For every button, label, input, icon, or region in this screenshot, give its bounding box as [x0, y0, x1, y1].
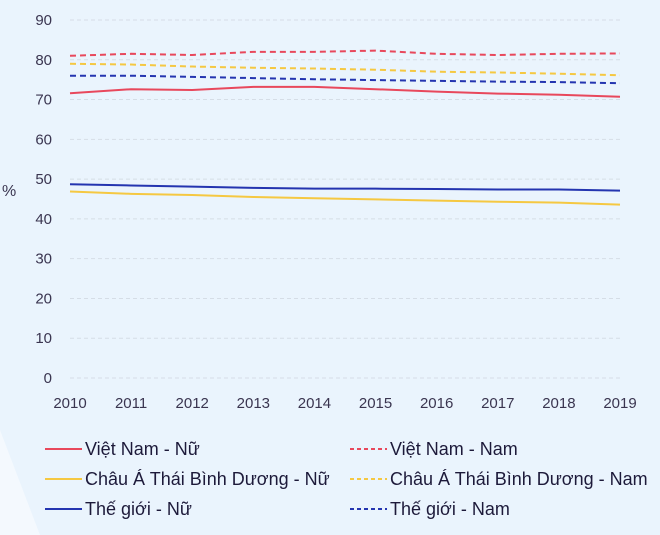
- background-decoration: [0, 430, 40, 535]
- x-tick-label: 2012: [176, 395, 209, 412]
- x-tick-label: 2013: [237, 395, 270, 412]
- y-tick-label: 70: [35, 92, 52, 109]
- y-tick-label: 80: [35, 52, 52, 69]
- series-line: [69, 85, 621, 98]
- y-tick-label: 50: [35, 171, 52, 188]
- x-tick-label: 2011: [115, 395, 147, 412]
- x-tick-label: 2010: [53, 395, 86, 412]
- x-tick-label: 2019: [603, 395, 636, 412]
- legend-label: Việt Nam - Nữ: [85, 439, 200, 459]
- x-tick-label: 2016: [420, 395, 453, 412]
- series-line: [69, 62, 621, 77]
- series-line: [70, 74, 621, 85]
- legend-label: Thế giới - Nữ: [85, 499, 192, 519]
- x-tick-label: 2014: [298, 395, 331, 412]
- y-tick-label: 30: [35, 251, 52, 268]
- series-line: [69, 190, 621, 206]
- series-line: [69, 49, 621, 57]
- y-tick-label: 10: [35, 330, 52, 347]
- legend-label: Thế giới - Nam: [390, 499, 510, 519]
- y-tick-label: 60: [35, 131, 52, 148]
- legend-label: Việt Nam - Nam: [390, 439, 518, 459]
- y-tick-label: 40: [35, 211, 52, 228]
- series-line: [69, 183, 621, 192]
- legend-label: Châu Á Thái Bình Dương - Nam: [390, 469, 648, 489]
- y-tick-label: 0: [44, 370, 52, 387]
- y-tick-label: 90: [35, 12, 52, 29]
- y-axis-label: %: [2, 183, 16, 200]
- x-tick-label: 2017: [481, 395, 514, 412]
- x-tick-label: 2018: [542, 395, 575, 412]
- legend-label: Châu Á Thái Bình Dương - Nữ: [85, 469, 330, 489]
- y-tick-label: 20: [35, 290, 52, 307]
- x-tick-label: 2015: [359, 395, 392, 412]
